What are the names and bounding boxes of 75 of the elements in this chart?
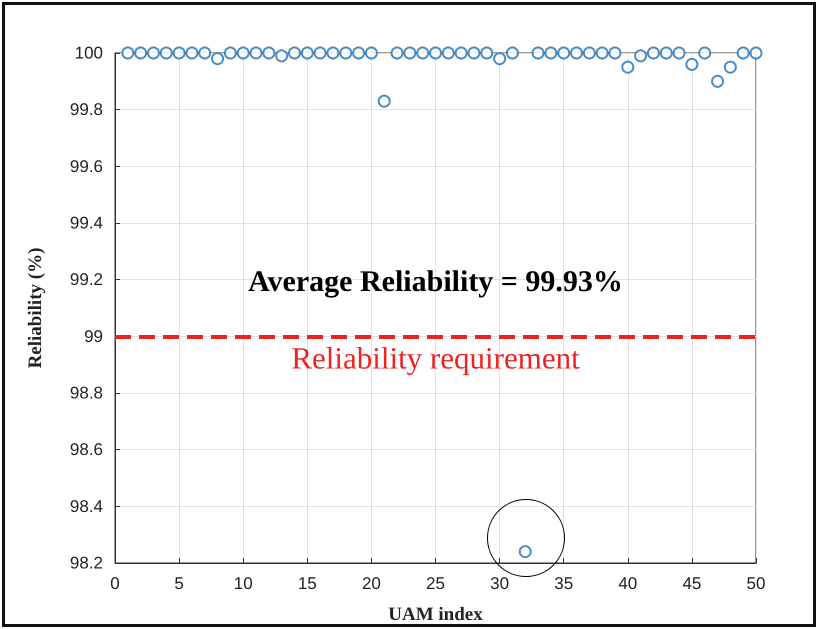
- point: [339, 46, 352, 60]
- y-tick-label: 99.8: [70, 100, 103, 120]
- point: [300, 46, 314, 60]
- point: [544, 46, 558, 60]
- point: [736, 46, 750, 60]
- point: [378, 94, 391, 108]
- point: [442, 46, 455, 60]
- point: [121, 46, 134, 60]
- point: [224, 46, 237, 60]
- x-tick-label: 30: [490, 574, 510, 593]
- point: [506, 46, 519, 60]
- point: [672, 46, 686, 60]
- point: [646, 46, 660, 60]
- x-tick-label: 5: [174, 574, 184, 593]
- point: [146, 46, 160, 60]
- y-tick-label: 99.2: [70, 270, 103, 290]
- point: [724, 60, 737, 74]
- point: [275, 49, 288, 62]
- point: [288, 46, 301, 60]
- point: [480, 46, 494, 60]
- point: [364, 46, 378, 60]
- x-axis-title: UAM index: [388, 604, 484, 625]
- point: [634, 49, 648, 62]
- point: [416, 46, 430, 60]
- x-tick-label: 0: [110, 574, 120, 593]
- point: [750, 46, 762, 60]
- point: [198, 46, 212, 60]
- point: [390, 46, 404, 60]
- point: [582, 46, 596, 60]
- y-tick-label: 99.4: [70, 214, 103, 232]
- point: [608, 46, 622, 60]
- x-tick-label: 50: [746, 574, 766, 593]
- y-axis-title: Reliability (%): [25, 248, 46, 368]
- point: [685, 58, 698, 71]
- point: [621, 60, 634, 74]
- point: [467, 46, 480, 60]
- point: [262, 46, 276, 60]
- x-tick-label: 10: [234, 574, 253, 593]
- point: [172, 46, 186, 60]
- point: [711, 74, 724, 88]
- x-tick-label: 40: [618, 574, 638, 593]
- point: [352, 46, 366, 60]
- y-tick-label: 98.8: [70, 384, 103, 402]
- x-tick-label: 35: [554, 574, 574, 593]
- point: [570, 46, 584, 60]
- point: [596, 46, 609, 60]
- ref-line-label: Reliability requirement: [291, 340, 580, 376]
- x-tick-label: 20: [362, 574, 381, 593]
- y-tick-label: 98.2: [70, 554, 103, 572]
- point: [429, 46, 442, 60]
- y-tick-label: 100: [74, 44, 103, 62]
- point: [698, 46, 712, 60]
- point: [660, 46, 673, 60]
- point: [403, 46, 416, 60]
- annotation: Average Reliability = 99.93%: [248, 264, 623, 298]
- point: [250, 46, 263, 60]
- x-tick-label: 25: [426, 574, 445, 593]
- point: [236, 46, 250, 60]
- y-tick-label: 99: [84, 326, 103, 346]
- x-tick-label: 15: [298, 574, 317, 593]
- x-tick-label: 45: [682, 574, 702, 593]
- point: [518, 545, 532, 558]
- point: [160, 46, 173, 60]
- point: [326, 46, 340, 60]
- point: [185, 46, 198, 60]
- point: [493, 52, 506, 66]
- y-tick-label: 98.4: [70, 496, 103, 516]
- y-tick-label: 99.6: [70, 156, 103, 176]
- point: [454, 46, 468, 60]
- point: [211, 52, 224, 66]
- point: [557, 46, 570, 60]
- point: [134, 46, 148, 60]
- y-tick-label: 98.6: [70, 440, 103, 460]
- point: [314, 46, 327, 60]
- point: [532, 46, 545, 60]
